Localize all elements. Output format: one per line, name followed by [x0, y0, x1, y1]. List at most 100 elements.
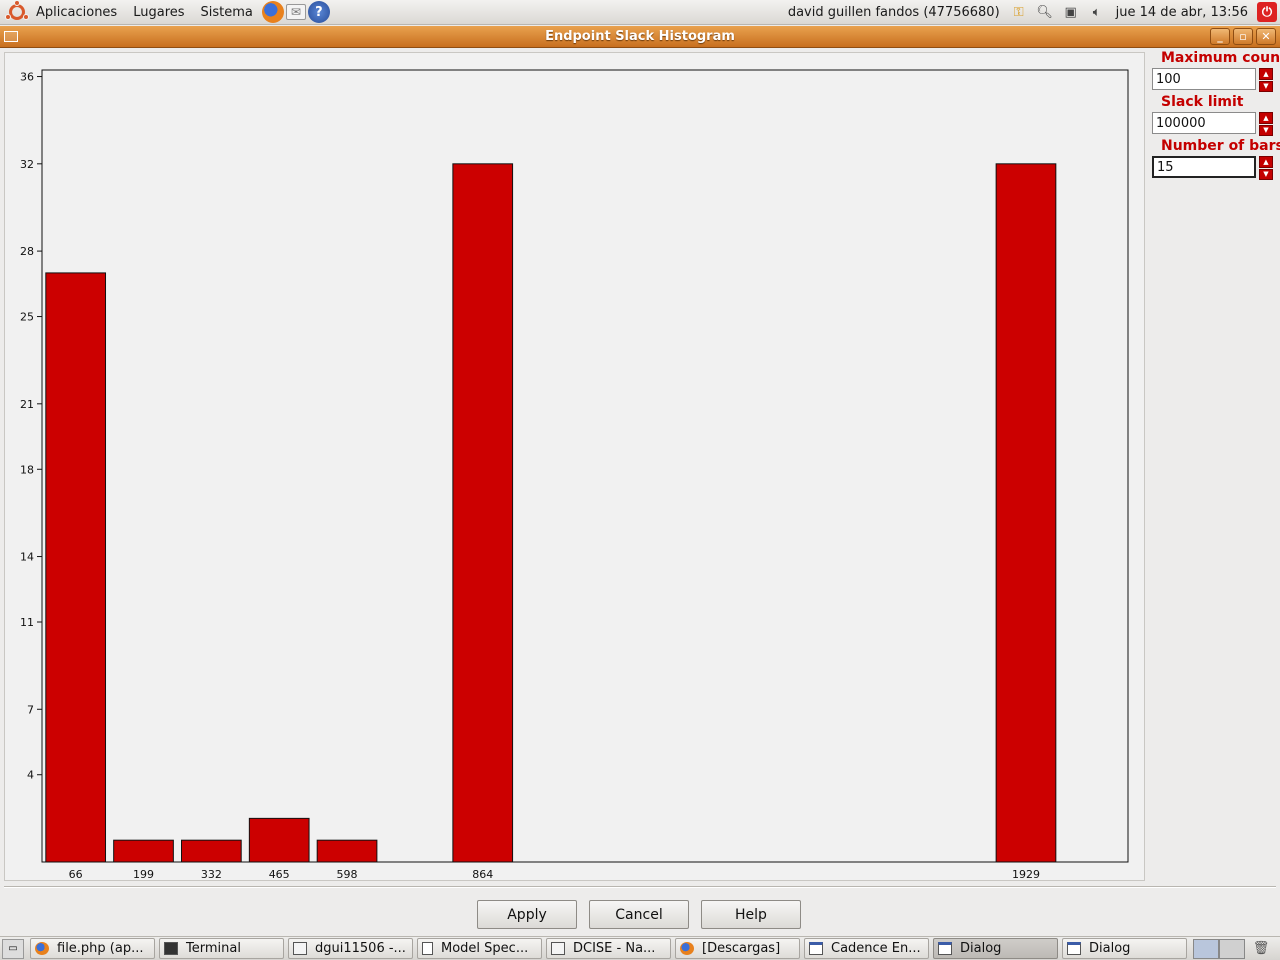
task-cadence[interactable]: Cadence En... [804, 938, 929, 959]
histogram-bar [452, 163, 514, 863]
y-tick-label: 11 [20, 616, 34, 629]
document-icon [293, 942, 307, 955]
histogram-bar [316, 839, 378, 863]
x-tick-label: 199 [133, 868, 154, 881]
y-tick-label: 21 [20, 398, 34, 411]
max-count-input[interactable] [1152, 68, 1256, 90]
histogram-bar [248, 817, 310, 863]
task-label: Cadence En... [831, 941, 921, 956]
power-icon[interactable]: ⏻ [1257, 2, 1277, 22]
task-label: Model Spec... [441, 941, 529, 956]
x-tick-label: 332 [201, 868, 222, 881]
search-icon[interactable]: 🔍︎ [1036, 4, 1053, 20]
clock[interactable]: jue 14 de abr, 13:56 [1115, 4, 1248, 20]
close-icon[interactable]: ✕ [1256, 28, 1276, 45]
num-bars-down-icon[interactable]: ▼ [1259, 168, 1273, 180]
x-tick-label: 1929 [1012, 868, 1040, 881]
max-count-spinner[interactable]: ▲ ▼ [1152, 68, 1274, 92]
firefox-icon [680, 942, 694, 955]
plot-area [41, 69, 1129, 863]
histogram-bar [45, 272, 107, 863]
num-bars-label: Number of bars [1161, 138, 1280, 154]
num-bars-up-icon[interactable]: ▲ [1259, 156, 1273, 168]
window-title: Endpoint Slack Histogram [545, 28, 735, 44]
y-tick-label: 36 [20, 71, 34, 84]
y-tick-label: 14 [20, 551, 34, 564]
show-desktop-icon[interactable]: ▭ [2, 938, 24, 959]
x-tick-label: 864 [472, 868, 493, 881]
apply-button[interactable]: Apply [477, 900, 577, 929]
window-menu-icon[interactable] [4, 31, 18, 42]
task-file-php[interactable]: file.php (ap... [30, 938, 155, 959]
menu-sistema[interactable]: Sistema [200, 4, 253, 20]
y-tick-label: 28 [20, 245, 34, 258]
window-icon [809, 942, 823, 955]
task-label: DCISE - Na... [573, 941, 656, 956]
max-count-up-icon[interactable]: ▲ [1259, 68, 1273, 80]
histogram-bar [113, 839, 174, 863]
x-tick-label: 598 [337, 868, 358, 881]
histogram-chart: 4 7 11 14 18 21 25 28 32 36 66 199 332 465 598 864 1929 [20, 69, 1129, 881]
y-tick-label: 25 [20, 311, 34, 324]
document-icon [551, 942, 565, 955]
y-tick-label: 18 [20, 463, 34, 476]
task-label: dgui11506 -... [315, 941, 406, 956]
task-label: file.php (ap... [57, 941, 144, 956]
num-bars-input[interactable] [1152, 156, 1256, 178]
slack-limit-input[interactable] [1152, 112, 1256, 134]
task-label: Dialog [960, 941, 1002, 956]
task-descargas[interactable]: [Descargas] [675, 938, 800, 959]
task-dgui[interactable]: dgui11506 -... [288, 938, 413, 959]
menu-lugares[interactable]: Lugares [133, 4, 185, 20]
firefox-icon [35, 942, 49, 955]
histogram-dialog: 4 7 11 14 18 21 25 28 32 36 66 199 332 465 598 864 1929… [0, 48, 1280, 936]
histogram-bar [995, 163, 1057, 863]
maximize-icon[interactable]: ▫ [1233, 28, 1253, 45]
slack-limit-spinner[interactable]: ▲ ▼ [1152, 112, 1274, 136]
window-icon [938, 942, 952, 955]
firefox-icon[interactable] [261, 1, 284, 23]
keys-icon[interactable]: ⚿ [1013, 4, 1024, 20]
y-tick-label: 7 [27, 703, 34, 716]
y-tick-label: 32 [20, 158, 34, 171]
window-titlebar[interactable]: Endpoint Slack Histogram _ ▫ ✕ [0, 26, 1280, 48]
y-tick-label: 4 [27, 769, 34, 782]
num-bars-spinner[interactable]: ▲ ▼ [1152, 156, 1274, 180]
ubuntu-logo-icon[interactable] [5, 0, 29, 23]
taskbar: ▭ file.php (ap... Terminal dgui11506 -..… [0, 936, 1280, 960]
max-count-down-icon[interactable]: ▼ [1259, 80, 1273, 92]
histogram-bar [181, 839, 242, 863]
task-label: Dialog [1089, 941, 1131, 956]
task-label: [Descargas] [702, 941, 781, 956]
volume-icon[interactable]: 🔈︎ [1092, 4, 1101, 20]
separator [4, 886, 1276, 888]
slack-limit-down-icon[interactable]: ▼ [1259, 124, 1273, 136]
mail-icon[interactable]: ✉ [285, 4, 306, 20]
chart-frame: 4 7 11 14 18 21 25 28 32 36 66 199 332 465 598 864 1929 [4, 52, 1145, 881]
help-icon[interactable]: ? [307, 1, 330, 23]
workspace-2[interactable] [1219, 938, 1245, 959]
task-label: Terminal [186, 941, 241, 956]
max-count-label: Maximum count [1161, 50, 1280, 66]
x-tick-label: 66 [69, 868, 83, 881]
workspace-switcher[interactable] [1193, 938, 1245, 959]
task-dialog-active[interactable]: Dialog [933, 938, 1058, 959]
task-dcise[interactable]: DCISE - Na... [546, 938, 671, 959]
top-panel: Aplicaciones Lugares Sistema ✉ ? david g… [0, 0, 1280, 25]
page-icon [422, 942, 433, 955]
minimize-icon[interactable]: _ [1210, 28, 1230, 45]
task-terminal[interactable]: Terminal [159, 938, 284, 959]
menu-aplicaciones[interactable]: Aplicaciones [36, 4, 118, 20]
network-icon[interactable]: ▣ [1064, 4, 1077, 20]
slack-limit-up-icon[interactable]: ▲ [1259, 112, 1273, 124]
cancel-button[interactable]: Cancel [589, 900, 689, 929]
window-icon [1067, 942, 1081, 955]
user-name[interactable]: david guillen fandos (47756680) [787, 4, 1000, 20]
task-model-spec[interactable]: Model Spec... [417, 938, 542, 959]
terminal-icon [164, 942, 178, 955]
trash-icon[interactable]: 🗑︎ [1252, 941, 1270, 956]
help-button[interactable]: Help [701, 900, 801, 929]
x-tick-label: 465 [269, 868, 290, 881]
task-dialog[interactable]: Dialog [1062, 938, 1187, 959]
workspace-1[interactable] [1193, 938, 1219, 959]
